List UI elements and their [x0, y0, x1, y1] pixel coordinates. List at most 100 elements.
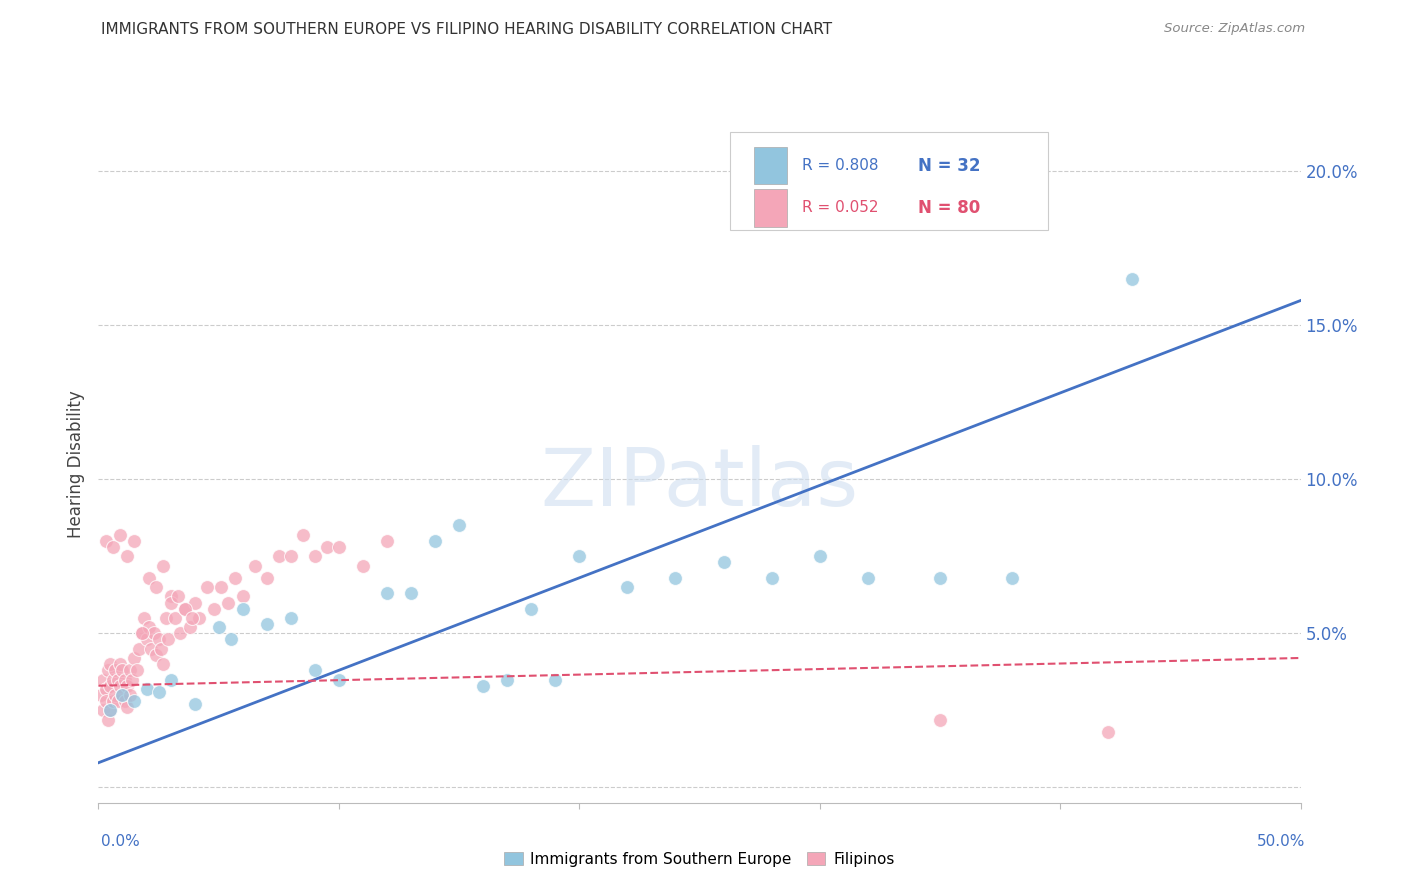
- Point: [472, 679, 495, 693]
- Point: [256, 571, 278, 585]
- Point: [117, 549, 139, 564]
- Point: [100, 679, 122, 693]
- Point: [447, 518, 470, 533]
- Point: [423, 533, 446, 548]
- Point: [152, 657, 174, 672]
- Point: [544, 673, 567, 687]
- Point: [188, 611, 211, 625]
- Point: [928, 713, 950, 727]
- Point: [128, 641, 150, 656]
- Point: [124, 533, 146, 548]
- Point: [328, 673, 350, 687]
- Point: [125, 663, 148, 677]
- Point: [132, 611, 155, 625]
- Point: [1121, 272, 1143, 286]
- Point: [195, 580, 218, 594]
- Point: [224, 571, 246, 585]
- Point: [111, 663, 134, 677]
- Point: [90, 688, 112, 702]
- Point: [124, 651, 146, 665]
- Point: [217, 595, 239, 609]
- Point: [280, 549, 302, 564]
- Point: [148, 632, 170, 647]
- Point: [97, 713, 120, 727]
- Point: [107, 694, 129, 708]
- Text: IMMIGRANTS FROM SOUTHERN EUROPE VS FILIPINO HEARING DISABILITY CORRELATION CHART: IMMIGRANTS FROM SOUTHERN EUROPE VS FILIP…: [101, 22, 832, 37]
- Point: [209, 580, 232, 594]
- FancyBboxPatch shape: [730, 132, 1047, 230]
- Legend: Immigrants from Southern Europe, Filipinos: Immigrants from Southern Europe, Filipin…: [498, 846, 901, 873]
- Point: [856, 571, 879, 585]
- Point: [131, 626, 153, 640]
- Point: [149, 641, 172, 656]
- Point: [243, 558, 266, 573]
- Point: [159, 590, 181, 604]
- Point: [256, 617, 278, 632]
- Point: [148, 685, 170, 699]
- Point: [616, 580, 638, 594]
- Point: [94, 681, 117, 696]
- Point: [100, 657, 122, 672]
- Point: [135, 681, 157, 696]
- Point: [280, 611, 302, 625]
- Point: [165, 611, 187, 625]
- Point: [713, 556, 735, 570]
- Point: [91, 673, 114, 687]
- Point: [159, 673, 181, 687]
- Point: [375, 586, 398, 600]
- Point: [131, 626, 153, 640]
- Point: [520, 601, 543, 615]
- Point: [138, 571, 160, 585]
- Point: [1097, 725, 1119, 739]
- Point: [208, 620, 231, 634]
- Point: [117, 700, 139, 714]
- Point: [108, 527, 131, 541]
- Text: R = 0.808: R = 0.808: [801, 158, 879, 173]
- Point: [568, 549, 591, 564]
- Point: [169, 626, 191, 640]
- Point: [100, 703, 122, 717]
- Point: [232, 590, 254, 604]
- Point: [174, 601, 197, 615]
- Point: [138, 620, 160, 634]
- Point: [155, 611, 177, 625]
- Point: [291, 527, 314, 541]
- Point: [97, 663, 120, 677]
- Point: [100, 703, 122, 717]
- Point: [101, 694, 124, 708]
- Y-axis label: Hearing Disability: Hearing Disability: [66, 390, 84, 538]
- Point: [104, 663, 127, 677]
- Point: [121, 673, 143, 687]
- Point: [157, 632, 180, 647]
- Point: [166, 590, 188, 604]
- Point: [91, 703, 114, 717]
- Point: [142, 626, 165, 640]
- Text: ZIPatlas: ZIPatlas: [540, 445, 859, 524]
- Point: [101, 540, 124, 554]
- Point: [117, 679, 139, 693]
- Point: [174, 601, 197, 615]
- Text: 50.0%: 50.0%: [1257, 834, 1305, 849]
- Point: [114, 694, 136, 708]
- Point: [141, 641, 163, 656]
- Point: [94, 533, 117, 548]
- Point: [111, 688, 134, 702]
- Point: [124, 694, 146, 708]
- Point: [114, 673, 136, 687]
- Point: [104, 688, 127, 702]
- Point: [352, 558, 374, 573]
- Point: [928, 571, 950, 585]
- Point: [315, 540, 337, 554]
- Point: [111, 688, 134, 702]
- Point: [664, 571, 686, 585]
- Point: [118, 663, 141, 677]
- Text: 0.0%: 0.0%: [101, 834, 141, 849]
- Point: [232, 601, 254, 615]
- Point: [496, 673, 519, 687]
- Point: [399, 586, 422, 600]
- Point: [328, 540, 350, 554]
- Point: [808, 549, 831, 564]
- Point: [107, 673, 129, 687]
- Point: [304, 663, 326, 677]
- Text: Source: ZipAtlas.com: Source: ZipAtlas.com: [1164, 22, 1305, 36]
